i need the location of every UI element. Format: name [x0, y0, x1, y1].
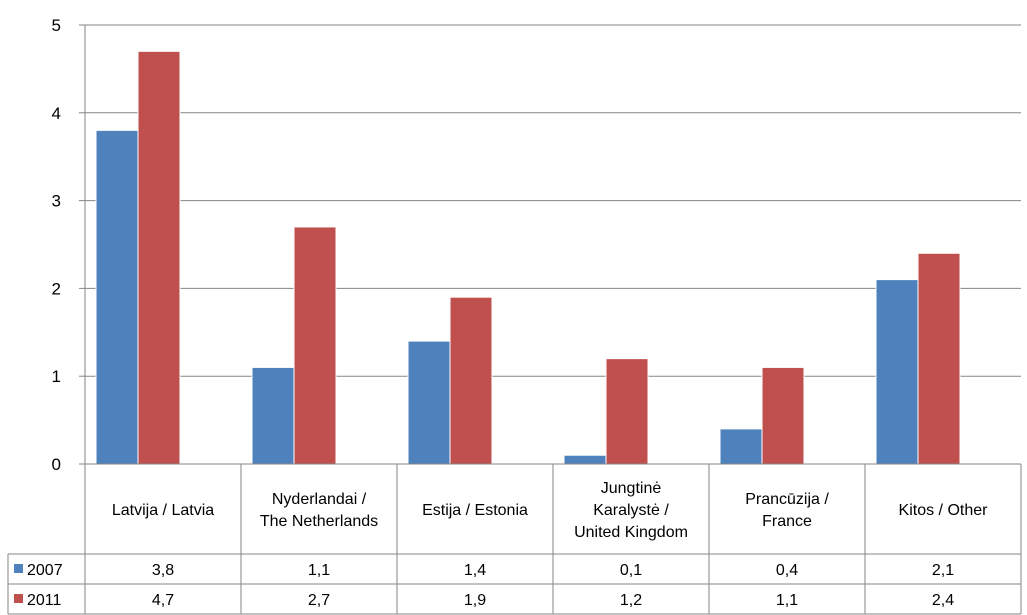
- y-tick-label: 0: [52, 455, 61, 474]
- bar-2011: [137, 50, 181, 465]
- x-category-label: Nyderlandai / The Netherlands: [260, 491, 378, 530]
- x-category-label: Latvija / Latvia: [112, 502, 214, 519]
- data-table: Latvija / Latvia Nyderlandai / The Netherl…: [7, 464, 1022, 615]
- y-tick-label: 1: [52, 367, 61, 386]
- bar-2007: [719, 428, 763, 465]
- x-category-label: Jungtinė Karalystė / United Kingdom: [574, 480, 688, 541]
- bar-2011: [293, 226, 337, 465]
- data-table-value: 1,1: [776, 592, 798, 609]
- bar-2011: [449, 296, 493, 465]
- legend-label-2011: 2011: [27, 592, 62, 609]
- bar-2007: [407, 340, 451, 465]
- data-table-value: 1,2: [620, 592, 642, 609]
- data-table-value: 2,7: [308, 592, 330, 609]
- bar-2011: [605, 358, 649, 465]
- data-table-value: 3,8: [152, 562, 174, 579]
- bar-2011: [917, 252, 961, 465]
- bar-2007: [95, 129, 139, 465]
- data-table-value: 1,1: [308, 562, 330, 579]
- y-tick-label: 3: [52, 192, 61, 211]
- data-table-value: 4,7: [152, 592, 174, 609]
- gridlines: [85, 24, 1021, 377]
- data-table-value: 0,4: [776, 562, 798, 579]
- legend-label-2007: 2007: [27, 562, 63, 579]
- y-tick-label: 5: [52, 16, 61, 35]
- bar-2011: [761, 366, 805, 465]
- y-tick-label: 4: [52, 104, 61, 123]
- x-category-label: Estija / Estonia: [422, 502, 528, 519]
- x-category-label: Prancūzija / France: [745, 491, 829, 530]
- y-tick-label: 2: [52, 279, 61, 298]
- y-axis-tick-labels: 0 1 2 3 4 5: [52, 16, 61, 474]
- x-category-label: Kitos / Other: [899, 502, 989, 519]
- data-table-value: 1,9: [464, 592, 486, 609]
- data-table-value: 2,1: [932, 562, 954, 579]
- bar-2007: [875, 279, 919, 465]
- data-table-value: 0,1: [620, 562, 642, 579]
- bar-2007: [563, 454, 607, 465]
- bar-2007: [251, 366, 295, 465]
- legend-key-2011: [14, 594, 23, 603]
- data-table-value: 1,4: [464, 562, 486, 579]
- legend-key-2007: [14, 564, 23, 573]
- data-table-value: 2,4: [932, 592, 954, 609]
- bars: [95, 50, 961, 465]
